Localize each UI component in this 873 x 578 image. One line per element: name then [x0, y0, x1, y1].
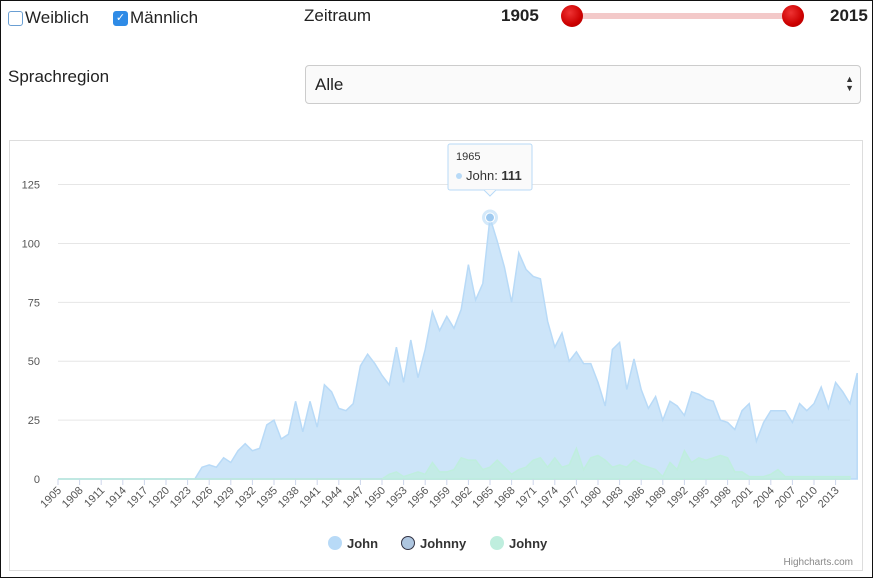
range-start-value: 1905: [501, 6, 539, 25]
x-tick-label: 1947: [341, 485, 367, 511]
region-label: Sprachregion: [8, 67, 110, 86]
male-checkbox-box[interactable]: ✓: [113, 10, 128, 26]
x-tick-label: 1998: [708, 485, 734, 511]
x-tick-label: 1962: [449, 485, 475, 511]
x-tick-label: 2004: [751, 485, 777, 511]
range-end-handle[interactable]: [782, 5, 804, 27]
legend-item-johnny[interactable]: Johnny: [401, 536, 467, 551]
highlight-point: [485, 212, 495, 223]
x-tick-label: 1992: [665, 485, 691, 511]
region-select-value: Alle: [315, 75, 344, 94]
x-tick-label: 2013: [816, 485, 842, 511]
male-checkbox[interactable]: ✓ Männlich: [113, 8, 198, 28]
y-tick-label: 25: [28, 415, 40, 427]
range-start-handle[interactable]: [561, 5, 583, 27]
year-range-track[interactable]: [572, 13, 793, 19]
male-checkbox-label: Männlich: [130, 8, 199, 27]
legend-symbol: [490, 536, 504, 550]
female-checkbox-label: Weiblich: [25, 8, 89, 27]
period-label: Zeitraum: [304, 6, 372, 25]
x-tick-label: 1923: [168, 485, 194, 511]
legend-item-johny[interactable]: Johny: [490, 536, 549, 551]
y-tick-label: 0: [34, 474, 40, 486]
region-select[interactable]: Alle ▲ ▼: [305, 65, 861, 104]
tooltip-value-number: 111: [501, 168, 521, 183]
x-tick-label: 1968: [492, 485, 518, 511]
x-tick-label: 1935: [254, 485, 280, 511]
range-end-value: 2015: [830, 6, 868, 25]
x-tick-label: 1983: [600, 485, 626, 511]
x-tick-label: 1926: [190, 485, 216, 511]
x-tick-label: 1932: [233, 485, 259, 511]
x-tick-label: 1953: [384, 485, 410, 511]
female-checkbox-box[interactable]: [8, 10, 23, 26]
legend-label: John: [347, 536, 378, 551]
x-tick-label: 1980: [578, 485, 604, 511]
tooltip-value: John: 111: [466, 168, 522, 183]
tooltip-pointer: [483, 189, 497, 197]
x-tick-label: 1971: [514, 485, 540, 511]
x-tick-label: 1941: [298, 485, 324, 511]
legend-label: Johny: [509, 536, 548, 551]
x-tick-label: 1914: [103, 485, 129, 511]
x-tick-label: 1956: [406, 485, 432, 511]
chart-container: 0 25 50 75 100 125 1905 1908 1911 1914 1917 1920 192…: [9, 140, 863, 571]
x-tick-label: 2007: [773, 485, 799, 511]
johny-area: [58, 446, 851, 480]
legend-item-john[interactable]: John: [328, 536, 379, 551]
x-tick-label: 1974: [535, 485, 561, 511]
x-tick-label: 1920: [146, 485, 172, 511]
x-tick-label: 1905: [38, 485, 64, 511]
y-tick-label: 100: [22, 238, 40, 250]
x-tick-label: 1986: [622, 485, 648, 511]
x-tick-label: 1944: [319, 485, 345, 511]
y-tick-label: 50: [28, 356, 40, 368]
legend-label: Johnny: [420, 536, 467, 551]
female-checkbox[interactable]: Weiblich: [8, 8, 89, 28]
john-area: [58, 217, 858, 480]
x-tick-label: 1989: [643, 485, 669, 511]
area-chart: 0255075100125190519081911191419171920192…: [22, 143, 858, 568]
x-tick-label: 1977: [557, 485, 583, 511]
x-tick-label: 1929: [211, 485, 237, 511]
tooltip-year: 1965: [456, 151, 480, 163]
legend-symbol: [401, 536, 415, 550]
x-tick-label: 1908: [60, 485, 86, 511]
x-tick-label: 1995: [686, 485, 712, 511]
x-tick-label: 1917: [125, 485, 151, 511]
legend-symbol: [328, 536, 342, 550]
x-tick-label: 2010: [794, 485, 820, 511]
x-tick-label: 1965: [470, 485, 496, 511]
x-tick-label: 1959: [427, 485, 453, 511]
y-tick-label: 125: [22, 180, 40, 192]
x-tick-label: 2001: [730, 485, 756, 511]
tooltip-dot: [456, 173, 462, 179]
x-tick-label: 1911: [82, 485, 107, 510]
select-arrows-icon: ▲ ▼: [845, 74, 854, 93]
credits-link[interactable]: Highcharts.com: [784, 557, 853, 568]
x-tick-label: 1938: [276, 485, 302, 511]
x-tick-label: 1950: [362, 485, 388, 511]
y-tick-label: 75: [28, 297, 40, 309]
